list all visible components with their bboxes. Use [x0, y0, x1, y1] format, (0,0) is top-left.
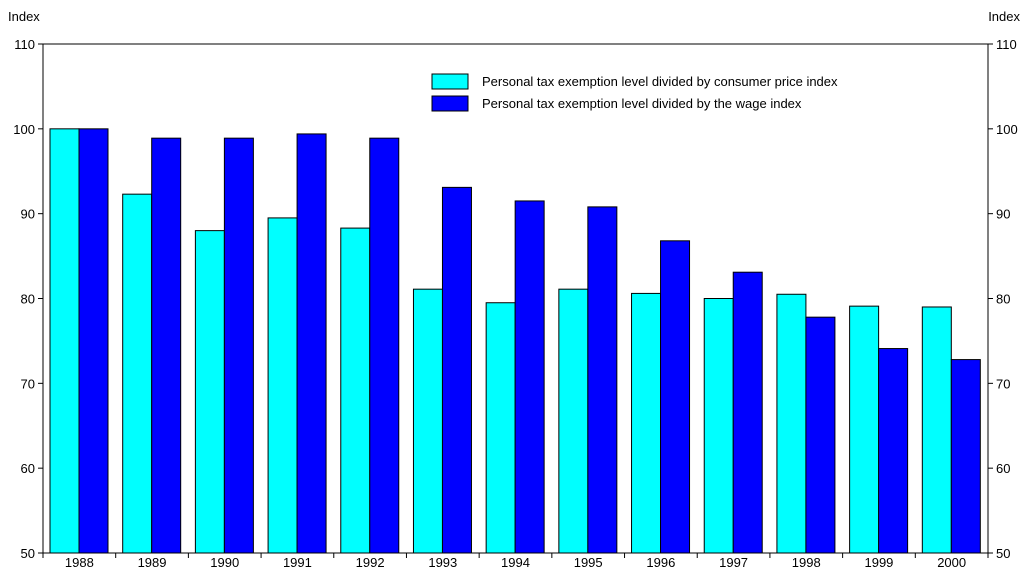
- bar-cpi-1994: [485, 302, 516, 554]
- y-tick-label-right-100: 100: [996, 122, 1018, 137]
- bar-wage-1991: [296, 133, 327, 554]
- bar-wage-1999: [878, 348, 909, 554]
- x-tick-label-1997: 1997: [719, 555, 748, 570]
- x-tick-label-1998: 1998: [792, 555, 821, 570]
- bar-wage-1997: [732, 271, 763, 554]
- x-tick-label-1995: 1995: [574, 555, 603, 570]
- bar-wage-1998: [805, 316, 836, 554]
- x-tick-label-1989: 1989: [138, 555, 167, 570]
- bar-cpi-1999: [849, 305, 880, 554]
- bar-wage-1988: [78, 128, 109, 554]
- x-tick-label-1999: 1999: [864, 555, 893, 570]
- y-tick-label-left-70: 70: [21, 376, 35, 391]
- x-tick-label-1996: 1996: [646, 555, 675, 570]
- legend-label-cpi: Personal tax exemption level divided by …: [482, 74, 838, 89]
- bar-cpi-2000: [921, 306, 952, 554]
- y-tick-label-left-100: 100: [13, 122, 35, 137]
- y-tick-label-left-90: 90: [21, 207, 35, 222]
- bar-cpi-1996: [631, 292, 662, 554]
- legend-swatch-wage: [431, 95, 469, 112]
- bar-cpi-1997: [703, 298, 734, 554]
- x-tick-label-1988: 1988: [65, 555, 94, 570]
- x-tick-label-2000: 2000: [937, 555, 966, 570]
- bar-wage-1990: [223, 137, 254, 554]
- legend-label-wage: Personal tax exemption level divided by …: [482, 96, 802, 111]
- bar-cpi-1995: [558, 288, 589, 554]
- bar-wage-1993: [441, 186, 472, 554]
- x-tick-label-1991: 1991: [283, 555, 312, 570]
- y-tick-label-left-110: 110: [14, 37, 35, 52]
- y-axis-label-left: Index: [8, 9, 40, 24]
- bar-wage-1996: [660, 240, 691, 554]
- bar-wage-1995: [587, 206, 618, 554]
- bar-wage-2000: [950, 359, 981, 554]
- y-tick-label-left-50: 50: [21, 546, 35, 561]
- y-tick-label-left-60: 60: [21, 461, 35, 476]
- y-tick-label-right-60: 60: [996, 461, 1010, 476]
- bar-cpi-1998: [776, 293, 807, 554]
- bar-cpi-1989: [122, 193, 153, 554]
- y-tick-label-right-90: 90: [996, 207, 1010, 222]
- bar-cpi-1993: [412, 288, 443, 554]
- y-tick-label-right-70: 70: [996, 376, 1010, 391]
- bar-wage-1989: [151, 137, 182, 554]
- y-tick-label-left-80: 80: [21, 292, 35, 307]
- legend-swatch-cpi: [431, 73, 469, 90]
- legend: Personal tax exemption level divided by …: [431, 73, 838, 112]
- bar-cpi-1991: [267, 217, 298, 554]
- bar-cpi-1988: [49, 128, 80, 554]
- plot-area: 50 50 60 60 70 70 80 80 90 90 100 100 110 110 1988 1989…: [13, 37, 1017, 570]
- x-tick-label-1990: 1990: [210, 555, 239, 570]
- bar-wage-1992: [369, 137, 400, 554]
- bar-wage-1994: [514, 200, 545, 554]
- x-tick-label-1993: 1993: [428, 555, 457, 570]
- bar-cpi-1990: [194, 230, 225, 554]
- y-tick-label-right-110: 110: [996, 37, 1017, 52]
- x-tick-label-1994: 1994: [501, 555, 530, 570]
- y-axis-label-right: Index: [988, 9, 1020, 24]
- bar-cpi-1992: [340, 227, 371, 554]
- y-tick-label-right-50: 50: [996, 546, 1010, 561]
- x-tick-label-1992: 1992: [356, 555, 385, 570]
- y-tick-label-right-80: 80: [996, 292, 1010, 307]
